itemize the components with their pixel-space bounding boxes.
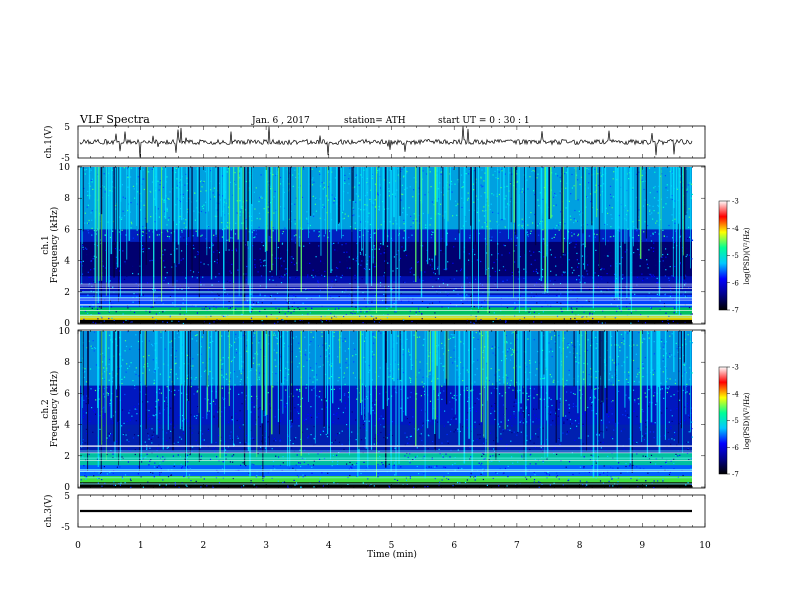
ch2-spectrogram-ylabel: ch.2 Frequency (kHz) bbox=[41, 371, 60, 448]
x-tick-label: 4 bbox=[326, 541, 332, 551]
x-tick-label: 5 bbox=[389, 541, 395, 551]
colorbar-tick-label: -3 bbox=[732, 198, 739, 206]
freq-tick-label: 2 bbox=[64, 452, 70, 462]
ch1-waveform-ylabel: ch.1(V) bbox=[43, 126, 54, 159]
colorbar-tick-label: -5 bbox=[732, 252, 739, 260]
station-label: station= ATH bbox=[344, 116, 406, 126]
start-time-label: start UT = 0 : 30 : 1 bbox=[438, 116, 530, 126]
axis-ticks bbox=[77, 126, 706, 527]
freq-tick-label: 2 bbox=[64, 288, 70, 298]
x-tick-label: 9 bbox=[639, 541, 645, 551]
x-tick-label: 6 bbox=[451, 541, 457, 551]
freq-tick-label: 6 bbox=[64, 225, 70, 235]
colorbar-tick-label: -3 bbox=[732, 364, 739, 372]
ch3-ytick-bottom: -5 bbox=[61, 523, 70, 533]
freq-tick-label: 8 bbox=[64, 358, 70, 368]
ch1-colorbar-label: log(PSD)(V²/Hz) bbox=[743, 227, 751, 284]
colorbar-tick-label: -6 bbox=[732, 279, 739, 287]
ch1-ytick-top: 5 bbox=[64, 123, 70, 133]
x-tick-label: 0 bbox=[75, 541, 81, 551]
ch1-spectrogram-ylabel-line2: Frequency (kHz) bbox=[49, 207, 60, 284]
x-tick-labels: 0 1 2 3 4 5 6 7 8 9 10 bbox=[75, 541, 711, 551]
freq-tick-label: 0 bbox=[64, 319, 70, 329]
ch1-waveform-trace bbox=[79, 126, 693, 158]
ch1-colorbar-gradient bbox=[718, 200, 728, 311]
x-tick-label: 10 bbox=[699, 541, 711, 551]
ch2-colorbar-ticks: -3 -4 -5 -6 -7 bbox=[727, 364, 739, 479]
colorbar-tick-label: -4 bbox=[732, 225, 739, 233]
date-label: Jan. 6 , 2017 bbox=[251, 116, 310, 126]
x-tick-label: 8 bbox=[577, 541, 583, 551]
x-tick-label: 2 bbox=[201, 541, 207, 551]
x-tick-label: 1 bbox=[138, 541, 144, 551]
freq-tick-label: 10 bbox=[59, 327, 71, 337]
ch3-ytick-top: 5 bbox=[64, 492, 70, 502]
colorbar-tick-label: -4 bbox=[732, 390, 739, 398]
ch2-spectrogram-yticks: 0 2 4 6 8 10 bbox=[59, 327, 705, 493]
ch3-waveform-ylabel: ch.3(V) bbox=[43, 495, 54, 528]
ch2-spectrogram-ylabel-line2: Frequency (kHz) bbox=[49, 371, 60, 448]
ch2-spectrogram-image bbox=[80, 331, 693, 489]
colorbar-tick-label: -7 bbox=[732, 307, 739, 315]
x-axis-label: Time (min) bbox=[367, 549, 417, 560]
ch1-spectrogram-yticks: 0 2 4 6 8 10 bbox=[59, 163, 705, 329]
colorbar-tick-label: -6 bbox=[732, 444, 739, 452]
ch1-spectrogram-ylabel: ch.1 Frequency (kHz) bbox=[41, 207, 60, 284]
ch2-colorbar-gradient bbox=[718, 366, 728, 475]
freq-tick-label: 10 bbox=[59, 163, 71, 173]
colorbar-tick-label: -5 bbox=[732, 417, 739, 425]
x-tick-label: 7 bbox=[514, 541, 520, 551]
ch1-ytick-bottom: -5 bbox=[61, 154, 70, 164]
freq-tick-label: 8 bbox=[64, 194, 70, 204]
freq-tick-label: 4 bbox=[64, 257, 70, 267]
ch2-colorbar-label: log(PSD)(V²/Hz) bbox=[743, 392, 751, 449]
ch1-colorbar: -3 -4 -5 -6 -7 log(PSD)(V²/Hz) bbox=[718, 198, 751, 315]
ch1-spectrogram-ylabel-line1: ch.1 bbox=[41, 235, 51, 254]
ch2-colorbar: -3 -4 -5 -6 -7 log(PSD)(V²/Hz) bbox=[718, 364, 751, 479]
ch2-spectrogram-ylabel-line1: ch.2 bbox=[41, 399, 51, 418]
figure-title: VLF Spectra bbox=[79, 113, 150, 126]
colorbar-tick-label: -7 bbox=[732, 471, 739, 479]
ch1-spectrogram-image bbox=[80, 167, 694, 325]
freq-tick-label: 4 bbox=[64, 421, 70, 431]
freq-tick-label: 6 bbox=[64, 389, 70, 399]
x-tick-label: 3 bbox=[263, 541, 269, 551]
freq-tick-label: 0 bbox=[64, 483, 70, 493]
ch1-colorbar-ticks: -3 -4 -5 -6 -7 bbox=[727, 198, 739, 315]
